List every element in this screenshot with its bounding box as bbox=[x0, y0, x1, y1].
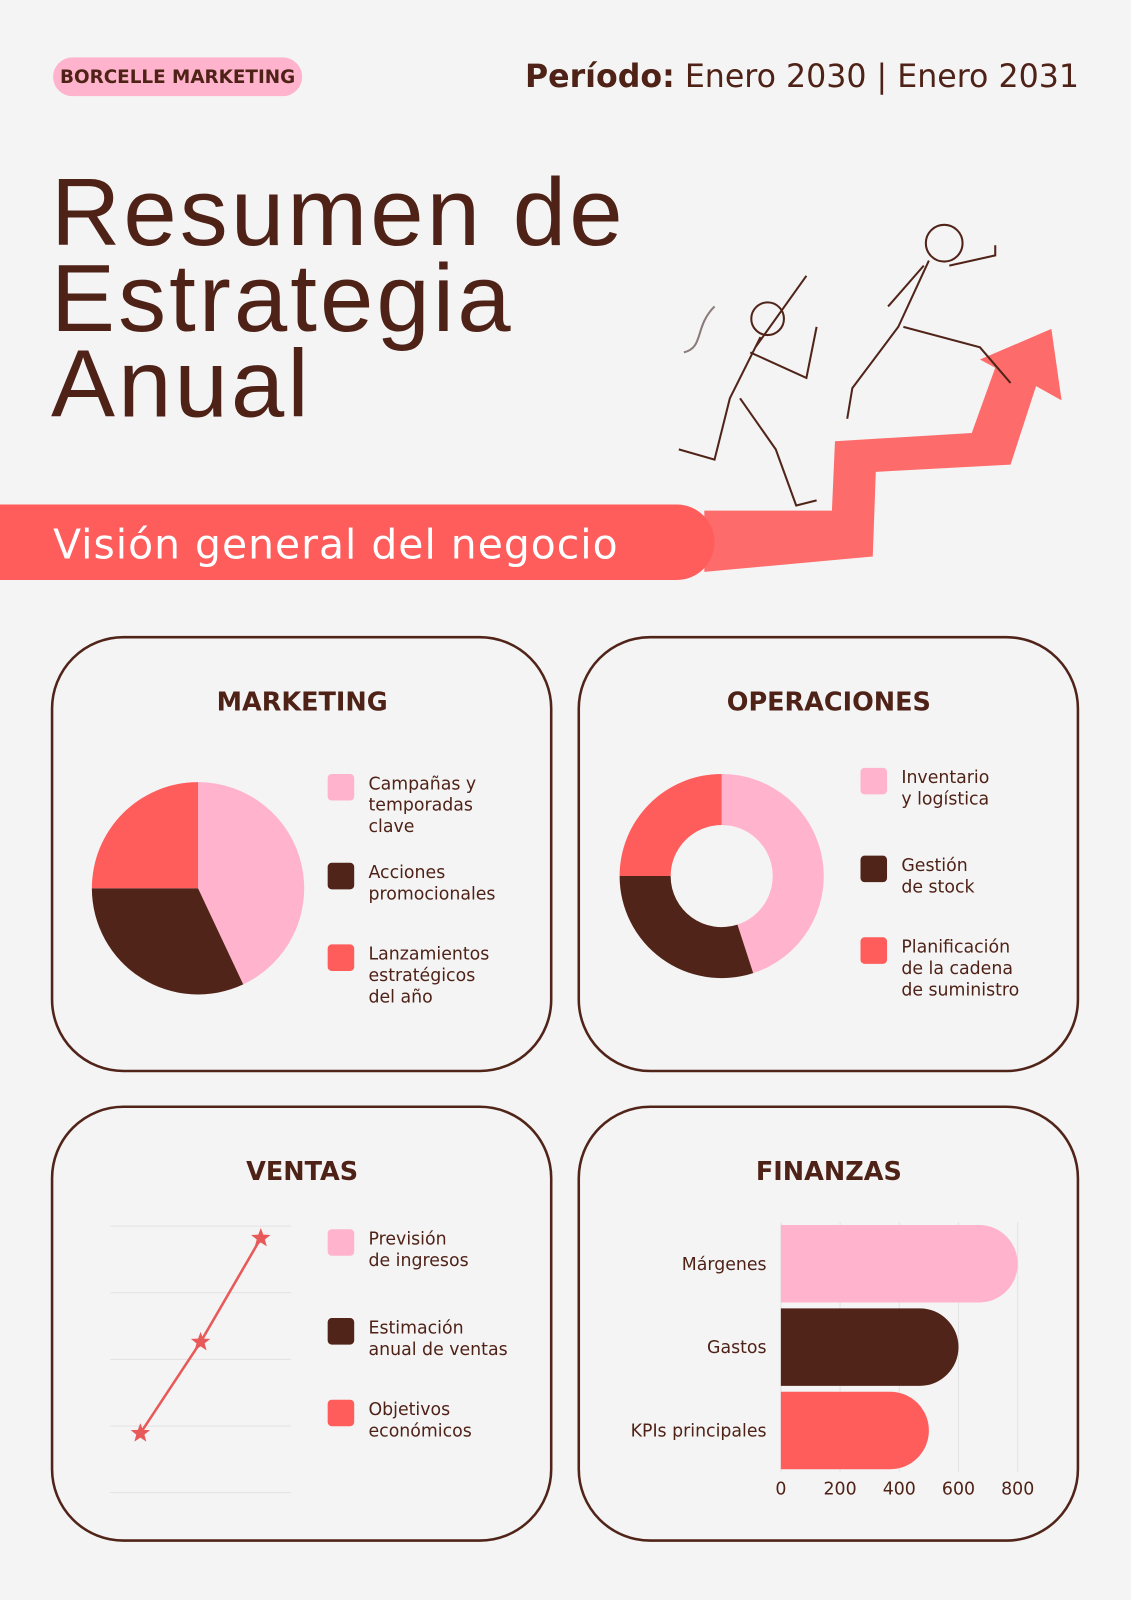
pie-slice bbox=[91, 888, 244, 995]
card bbox=[50, 635, 553, 1073]
title-line: Estrategia bbox=[51, 245, 514, 352]
card-title: VENTAS bbox=[246, 1157, 358, 1187]
legend-label: económicos bbox=[368, 1421, 471, 1441]
legend-label: temporadas bbox=[368, 796, 472, 816]
legend-swatch bbox=[327, 862, 355, 890]
donut-slice bbox=[619, 876, 754, 979]
x-tick-label: 400 bbox=[883, 1480, 916, 1500]
bar bbox=[780, 1308, 959, 1386]
legend-swatch bbox=[860, 767, 888, 795]
legend-label: Planificación bbox=[901, 938, 1010, 958]
legend-label: Acciones bbox=[368, 863, 445, 883]
legend-label: Previsión bbox=[368, 1230, 446, 1250]
bar bbox=[780, 1391, 929, 1470]
y-tick-label: KPIs principales bbox=[631, 1422, 767, 1442]
star-marker bbox=[190, 1331, 211, 1351]
legend-label: de ingresos bbox=[368, 1251, 468, 1271]
legend-label: Estimación bbox=[368, 1318, 463, 1338]
illustration bbox=[678, 223, 1012, 507]
period: Período: Enero 2030 | Enero 2031 bbox=[525, 59, 1079, 95]
legend-label: y logística bbox=[901, 790, 989, 810]
period-label: Período: bbox=[525, 59, 675, 95]
growth-arrow bbox=[704, 328, 1062, 572]
legend-swatch bbox=[327, 1318, 355, 1345]
legend-swatch bbox=[327, 1399, 355, 1427]
card bbox=[577, 635, 1080, 1073]
period-value: Enero 2030 | Enero 2031 bbox=[685, 59, 1079, 95]
legend-label: de suministro bbox=[901, 980, 1019, 1000]
legend-label: promocionales bbox=[368, 885, 495, 905]
donut-slice bbox=[721, 773, 824, 974]
y-tick-label: Márgenes bbox=[682, 1255, 767, 1275]
pie-slice bbox=[91, 782, 199, 889]
legend-swatch bbox=[327, 944, 355, 971]
title-line: Anual bbox=[51, 331, 312, 438]
x-tick-label: 800 bbox=[1001, 1480, 1034, 1500]
legend-label: Inventario bbox=[901, 768, 989, 788]
legend-label: estratégicos bbox=[368, 966, 475, 986]
card-title: OPERACIONES bbox=[727, 688, 931, 718]
card bbox=[577, 1105, 1080, 1542]
legend-label: Objetivos bbox=[368, 1400, 450, 1420]
brand: BORCELLE MARKETING bbox=[60, 67, 295, 88]
legend-label: Lanzamientos bbox=[368, 945, 489, 965]
star-marker bbox=[130, 1423, 151, 1442]
title-line: Resumen de bbox=[51, 159, 626, 266]
legend-label: Campañas y bbox=[368, 774, 476, 794]
x-tick-label: 600 bbox=[942, 1480, 975, 1500]
legend-swatch bbox=[860, 937, 888, 964]
legend-swatch bbox=[860, 855, 888, 883]
card-title: MARKETING bbox=[217, 688, 388, 718]
legend-label: de la cadena bbox=[901, 959, 1013, 979]
legend-label: Gestión bbox=[901, 856, 967, 876]
legend-label: anual de ventas bbox=[368, 1340, 507, 1360]
legend-label: clave bbox=[368, 817, 414, 837]
legend-swatch bbox=[327, 773, 355, 801]
brand-pill bbox=[53, 57, 303, 97]
legend-label: del año bbox=[368, 988, 432, 1008]
banner bbox=[0, 504, 715, 581]
card bbox=[50, 1105, 553, 1542]
pie-slice bbox=[198, 782, 305, 985]
card-title: FINANZAS bbox=[756, 1157, 902, 1187]
y-tick-label: Gastos bbox=[707, 1338, 767, 1358]
bar bbox=[780, 1224, 1018, 1303]
x-tick-label: 200 bbox=[824, 1480, 857, 1500]
legend-label: de stock bbox=[901, 877, 974, 897]
donut-slice bbox=[619, 773, 722, 877]
star-marker bbox=[251, 1227, 271, 1247]
banner-text: Visión general del negocio bbox=[53, 521, 619, 569]
legend-swatch bbox=[327, 1229, 355, 1256]
x-tick-label: 0 bbox=[775, 1480, 786, 1500]
